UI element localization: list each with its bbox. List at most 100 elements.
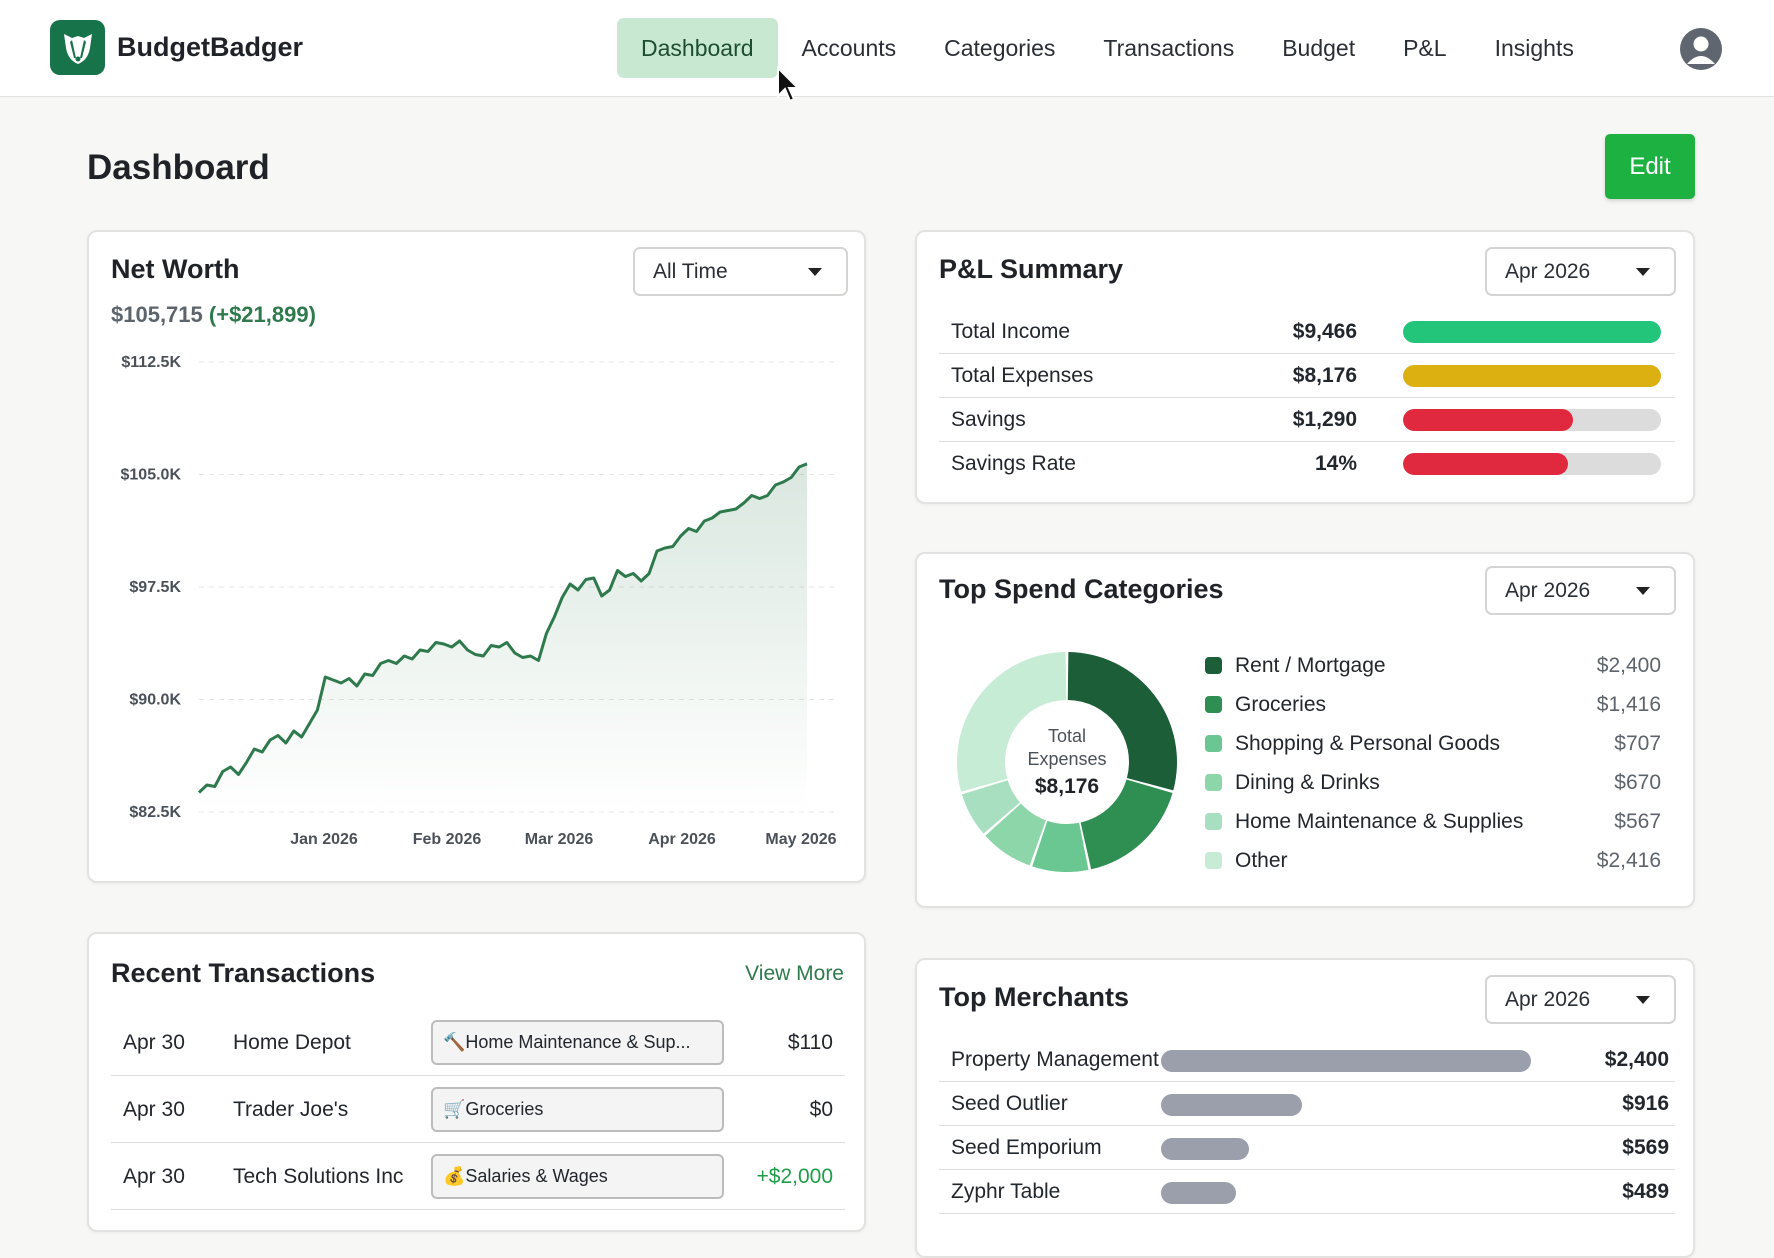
tx-amount: $0 bbox=[809, 1098, 833, 1121]
net-worth-amount: $105,715 bbox=[111, 302, 203, 327]
chevron-down-icon bbox=[1636, 268, 1650, 276]
nav-item-dashboard[interactable]: Dashboard bbox=[617, 18, 778, 78]
nav-item-accounts[interactable]: Accounts bbox=[801, 35, 897, 61]
tx-category-select[interactable]: 🔨Home Maintenance & Sup... bbox=[431, 1020, 724, 1065]
x-tick-label: Apr 2026 bbox=[648, 831, 716, 848]
badger-logo-icon bbox=[50, 20, 105, 75]
merchant-row: Zyphr Table $489 bbox=[939, 1170, 1675, 1214]
table-row[interactable]: Apr 30 Tech Solutions Inc 💰Salaries & Wage… bbox=[111, 1143, 845, 1210]
top-merchants-card: Top Merchants Apr 2026 Property Manageme… bbox=[915, 958, 1695, 1258]
legend-item: Rent / Mortgage $2,400 bbox=[1205, 646, 1675, 685]
nav-item-pl[interactable]: P&L bbox=[1403, 35, 1447, 61]
legend-value: $2,400 bbox=[1596, 653, 1661, 677]
merchant-value: $489 bbox=[1622, 1180, 1669, 1203]
donut-slice[interactable] bbox=[961, 780, 1020, 834]
y-tick-label: $97.5K bbox=[129, 579, 181, 596]
app-name: BudgetBadger bbox=[117, 32, 304, 62]
nav-item-categories[interactable]: Categories bbox=[944, 35, 1056, 61]
top-merchants-title: Top Merchants bbox=[939, 982, 1130, 1012]
donut-slice[interactable] bbox=[985, 803, 1046, 866]
pl-row-value: 14% bbox=[1314, 452, 1357, 475]
net-worth-range-value: All Time bbox=[653, 260, 728, 283]
recent-transactions-title: Recent Transactions bbox=[111, 958, 376, 988]
mouse-cursor-icon bbox=[777, 66, 801, 103]
tx-amount: +$2,000 bbox=[756, 1165, 834, 1188]
pl-row-bar bbox=[1403, 364, 1661, 387]
tx-category-select[interactable]: 💰Salaries & Wages bbox=[431, 1154, 724, 1199]
top-spend-period-select[interactable]: Apr 2026 bbox=[1485, 566, 1676, 615]
merchant-bar bbox=[1161, 1138, 1249, 1160]
pl-row-bar-fill bbox=[1403, 320, 1661, 343]
top-spend-card: Top Spend Categories Apr 2026 Total Expe… bbox=[915, 552, 1695, 908]
merchant-label: Zyphr Table bbox=[951, 1180, 1061, 1203]
pl-period-select[interactable]: Apr 2026 bbox=[1485, 247, 1676, 296]
legend-label: Home Maintenance & Supplies bbox=[1235, 809, 1524, 833]
tx-merchant: Trader Joe's bbox=[233, 1098, 349, 1121]
tx-amount: $110 bbox=[787, 1031, 833, 1054]
legend-value: $2,416 bbox=[1596, 848, 1661, 872]
legend-swatch bbox=[1205, 813, 1222, 830]
view-more-link[interactable]: View More bbox=[745, 962, 844, 985]
legend-value: $1,416 bbox=[1596, 692, 1661, 716]
top-spend-period-value: Apr 2026 bbox=[1505, 579, 1591, 602]
tx-date: Apr 30 bbox=[123, 1098, 185, 1121]
pl-row: Total Expenses $8,176 bbox=[939, 354, 1675, 398]
top-merchants-period-select[interactable]: Apr 2026 bbox=[1485, 975, 1676, 1024]
y-tick-label: $82.5K bbox=[129, 804, 181, 821]
legend-swatch bbox=[1205, 657, 1222, 674]
pl-row-value: $9,466 bbox=[1292, 319, 1357, 343]
legend-item: Dining & Drinks $670 bbox=[1205, 763, 1675, 802]
pl-row-bar-fill bbox=[1403, 408, 1574, 431]
nav-item-budget[interactable]: Budget bbox=[1282, 35, 1356, 61]
top-merchants-period-value: Apr 2026 bbox=[1505, 988, 1591, 1011]
merchant-value: $569 bbox=[1622, 1136, 1669, 1159]
donut-slice[interactable] bbox=[957, 652, 1067, 792]
table-row[interactable]: Apr 30 Trader Joe's 🛒Groceries $0 bbox=[111, 1076, 845, 1143]
spend-donut-chart bbox=[957, 652, 1177, 872]
spend-legend: Rent / Mortgage $2,400 Groceries $1,416 Shop… bbox=[1205, 646, 1675, 880]
merchant-row: Seed Outlier $916 bbox=[939, 1082, 1675, 1126]
donut-center-label: Total Expenses $8,176 bbox=[957, 652, 1177, 872]
legend-item: Shopping & Personal Goods $707 bbox=[1205, 724, 1675, 763]
x-tick-label: Feb 2026 bbox=[413, 831, 482, 848]
brand[interactable]: BudgetBadger bbox=[50, 20, 303, 75]
table-row[interactable]: Apr 30 Home Depot 🔨Home Maintenance & Sup.… bbox=[111, 1009, 845, 1076]
pl-row-bar bbox=[1403, 453, 1661, 475]
pl-summary-card: P&L Summary Apr 2026 Total Income $9,466 T… bbox=[915, 230, 1695, 504]
y-tick-label: $112.5K bbox=[121, 354, 181, 371]
tx-category-select[interactable]: 🛒Groceries bbox=[431, 1087, 724, 1132]
nav-item-transactions[interactable]: Transactions bbox=[1103, 35, 1235, 61]
legend-label: Dining & Drinks bbox=[1235, 770, 1380, 794]
legend-swatch bbox=[1205, 696, 1222, 713]
user-avatar-icon[interactable] bbox=[1680, 28, 1722, 70]
recent-transactions-card: Recent Transactions View More Apr 30 Home… bbox=[87, 932, 866, 1232]
tx-merchant: Home Depot bbox=[233, 1031, 351, 1054]
legend-label: Groceries bbox=[1235, 692, 1327, 716]
tx-merchant: Tech Solutions Inc bbox=[233, 1165, 404, 1188]
donut-slice[interactable] bbox=[1032, 820, 1089, 872]
edit-button[interactable]: Edit bbox=[1605, 134, 1695, 199]
merchant-label: Seed Outlier bbox=[951, 1092, 1068, 1115]
x-tick-label: May 2026 bbox=[765, 831, 836, 848]
legend-value: $707 bbox=[1614, 731, 1661, 755]
nav-item-insights[interactable]: Insights bbox=[1494, 35, 1574, 61]
chevron-down-icon bbox=[1636, 996, 1650, 1004]
pl-row-bar bbox=[1403, 320, 1661, 343]
page-title: Dashboard bbox=[87, 148, 270, 187]
legend-item: Other $2,416 bbox=[1205, 841, 1675, 880]
donut-slice[interactable] bbox=[1067, 652, 1177, 791]
legend-label: Rent / Mortgage bbox=[1235, 653, 1386, 677]
net-worth-range-select[interactable]: All Time bbox=[633, 247, 848, 296]
net-worth-line bbox=[197, 462, 808, 794]
x-tick-label: Mar 2026 bbox=[525, 831, 594, 848]
chevron-down-icon bbox=[1636, 587, 1650, 595]
merchant-bar bbox=[1161, 1094, 1302, 1116]
pl-summary-title: P&L Summary bbox=[939, 254, 1124, 284]
merchant-row: Property Management $2,400 bbox=[939, 1038, 1675, 1082]
pl-row-value: $1,290 bbox=[1292, 407, 1357, 431]
net-worth-value: $105,715 (+$21,899) bbox=[111, 302, 316, 328]
donut-slice[interactable] bbox=[1080, 779, 1173, 870]
legend-swatch bbox=[1205, 852, 1222, 869]
legend-label: Shopping & Personal Goods bbox=[1235, 731, 1501, 755]
pl-row-bar bbox=[1403, 408, 1661, 431]
